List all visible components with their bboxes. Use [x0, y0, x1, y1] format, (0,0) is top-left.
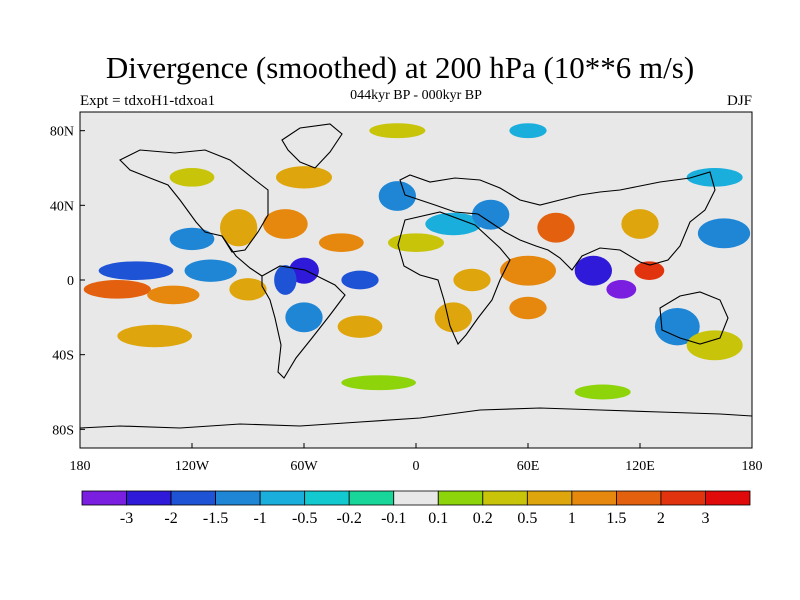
coast-australia [659, 291, 729, 345]
x-tick-label-1: 120W [175, 459, 210, 474]
colorbar-swatch-8 [437, 490, 484, 506]
anomaly-cell-3 [184, 259, 237, 282]
colorbar-swatch-1 [126, 490, 172, 506]
anomaly-cell-28 [686, 330, 743, 361]
anomaly-cell-15 [276, 166, 332, 189]
colorbar-swatch-11 [571, 490, 617, 506]
colorbar-swatch-9 [482, 490, 528, 506]
anomaly-cell-20 [509, 296, 547, 320]
y-tick-label-3: 40S [52, 349, 74, 364]
coast-greenland [281, 123, 343, 169]
anomaly-cell-30 [453, 268, 491, 292]
anomaly-cell-22 [574, 255, 612, 286]
colorbar-swatch-12 [616, 490, 662, 506]
x-tick-label-2: 60W [290, 459, 318, 474]
anomaly-cell-10 [169, 227, 215, 251]
colorbar-label-9: 0.5 [517, 510, 537, 527]
colorbar-swatch-6 [348, 490, 395, 506]
map-background [80, 112, 752, 448]
y-tick-label-2: 0 [67, 274, 74, 289]
colorbar-label-3: -1 [253, 510, 266, 527]
anomaly-cell-33 [686, 168, 743, 187]
anomaly-cell-9 [341, 270, 379, 290]
anomaly-cell-4 [220, 209, 258, 247]
anomaly-cell-35 [574, 384, 631, 400]
coast-central-america [221, 235, 263, 277]
colorbar-label-13: 3 [701, 510, 709, 527]
season-label: DJF [726, 93, 752, 109]
anomaly-cell-21 [537, 212, 575, 243]
colorbar-label-7: 0.1 [428, 510, 448, 527]
anomaly-cell-23 [606, 280, 637, 299]
x-tick-label-0: 180 [70, 459, 91, 474]
anomaly-cell-6 [318, 233, 364, 253]
x-tick-label-3: 0 [413, 459, 420, 474]
colorbar-swatch-10 [526, 490, 573, 506]
colorbar-swatch-0 [81, 490, 127, 506]
colorbar-swatch-5 [304, 490, 350, 506]
x-axis-ticks: 180 120W 60W 0 60E 120E 180 [70, 443, 763, 474]
y-tick-label-1: 40N [50, 199, 74, 214]
colorbar-swatch-13 [660, 490, 706, 506]
coast-north-america [119, 149, 269, 253]
anomaly-cell-1 [147, 285, 200, 305]
y-tick-label-4: 80S [52, 423, 74, 438]
period-label: 044kyr BP - 000kyr BP [350, 88, 482, 103]
colorbar-label-1: -2 [164, 510, 177, 527]
anomaly-cell-0 [83, 280, 151, 299]
anomaly-cell-25 [621, 209, 659, 239]
colorbar-swatch-14 [705, 490, 751, 506]
coast-eurasia [399, 171, 716, 271]
colorbar-swatch-4 [259, 490, 306, 506]
coast-africa [397, 211, 511, 346]
experiment-label: Expt = tdxoH1-tdxoa1 [80, 93, 216, 109]
anomaly-cell-37 [509, 123, 547, 139]
anomaly-cell-12 [285, 302, 323, 333]
x-tick-label-5: 120E [625, 459, 655, 474]
colorbar-label-10: 1 [568, 510, 576, 527]
plot-title: Divergence (smoothed) at 200 hPa (10**6 … [105, 50, 695, 85]
colorbar-label-12: 2 [657, 510, 665, 527]
coast-south-america [261, 265, 346, 379]
anomaly-cell-5 [262, 209, 308, 239]
colorbar-swatch-3 [215, 490, 261, 506]
colorbar-label-2: -1.5 [203, 510, 228, 527]
anomaly-cell-13 [337, 315, 383, 338]
anomaly-cell-16 [378, 181, 417, 211]
colorbar: -3 -2 -1.5 -1 -0.5 -0.2 -0.1 0.1 0.2 0.5 1 1.5 2 3 [81, 490, 751, 527]
coastlines [80, 123, 752, 429]
divergence-field [80, 112, 752, 448]
y-axis-ticks: 80N 40N 0 40S 80S [50, 125, 85, 438]
anomaly-cell-26 [654, 308, 700, 346]
anomaly-cell-7 [289, 257, 319, 284]
colorbar-label-4: -0.5 [292, 510, 317, 527]
anomaly-cell-31 [388, 233, 444, 253]
anomaly-cell-18 [472, 199, 510, 230]
colorbar-label-5: -0.2 [337, 510, 362, 527]
anomaly-cell-36 [369, 123, 426, 139]
coast-antarctica [80, 407, 752, 429]
x-tick-label-6: 180 [742, 459, 763, 474]
anomaly-cell-24 [634, 261, 665, 280]
colorbar-label-11: 1.5 [606, 510, 626, 527]
anomaly-cell-34 [341, 375, 416, 391]
x-tick-label-4: 60E [517, 459, 540, 474]
anomaly-cell-2 [98, 261, 174, 280]
y-tick-label-0: 80N [50, 125, 74, 140]
anomaly-cell-17 [425, 212, 482, 236]
colorbar-label-0: -3 [120, 510, 133, 527]
colorbar-label-8: 0.2 [473, 510, 493, 527]
anomaly-cell-8 [274, 265, 297, 295]
anomaly-cell-32 [169, 168, 215, 187]
anomaly-cell-11 [229, 278, 267, 301]
colorbar-swatch-7 [393, 490, 439, 506]
anomaly-cell-14 [117, 324, 192, 348]
colorbar-swatch-2 [170, 490, 216, 506]
anomaly-cell-29 [434, 302, 473, 333]
anomaly-cell-19 [500, 255, 556, 286]
anomaly-cell-27 [697, 218, 751, 249]
colorbar-label-6: -0.1 [381, 510, 406, 527]
